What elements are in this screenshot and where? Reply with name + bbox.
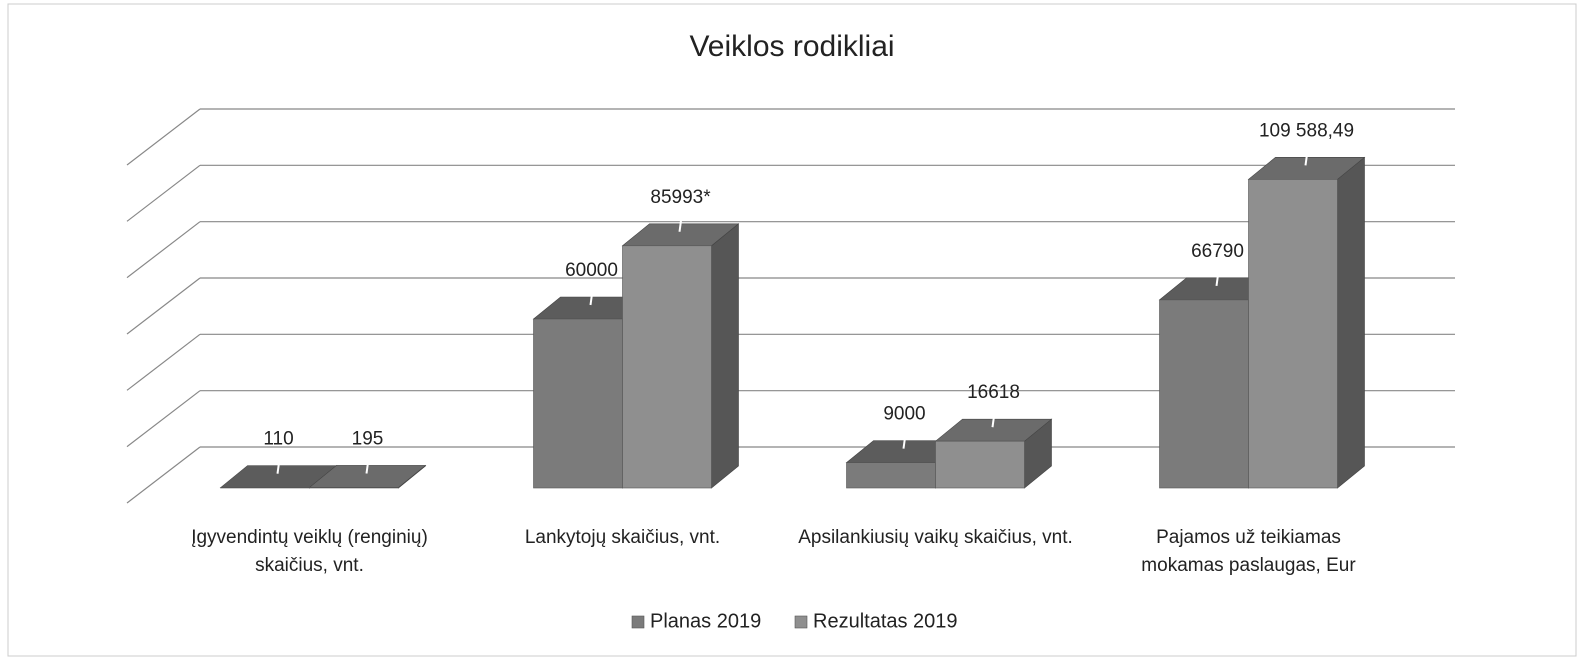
grid-line [126, 164, 201, 222]
bar-front [533, 318, 623, 489]
label-leader [1215, 263, 1221, 287]
x-tick-label: Apsilankiusių vaikų skaičius, vnt. [798, 527, 1073, 548]
grid-line [126, 333, 201, 391]
label-leader [276, 451, 282, 474]
bar [621, 223, 740, 489]
chart-border [7, 3, 1577, 657]
label-leader [1304, 143, 1310, 166]
grid-line [126, 221, 201, 279]
bar-front [1159, 299, 1249, 489]
grid-line [126, 108, 201, 166]
label-leader [902, 426, 908, 449]
legend-label: Planas 2019 [650, 610, 761, 632]
value-label: 16618 [967, 382, 1020, 403]
value-label: 60000 [565, 260, 618, 281]
bar-side [1337, 156, 1365, 489]
bar-front [935, 440, 1025, 489]
bar-front [1248, 179, 1338, 489]
value-label: 85993* [650, 187, 711, 208]
x-tick-label: Pajamos už teikiamas mokamas paslaugas, … [1141, 527, 1356, 576]
legend-swatch [631, 615, 645, 629]
chart-title: Veiklos rodikliai [689, 30, 894, 63]
bar [308, 464, 427, 489]
label-leader [365, 451, 371, 474]
grid-line [126, 390, 201, 448]
value-label: 195 [352, 428, 384, 449]
label-leader [589, 282, 595, 306]
x-tick-label: Lankytojų skaičius, vnt. [524, 527, 721, 548]
label-leader [678, 209, 684, 232]
bar-side [711, 223, 739, 489]
bar-front [846, 462, 936, 489]
value-label: 109 588,49 [1259, 120, 1354, 141]
label-leader [991, 405, 997, 428]
legend-swatch [794, 615, 808, 629]
x-tick-label: Įgyvendintų veiklų (renginių) skaičius, … [191, 527, 428, 576]
value-label: 110 [263, 429, 293, 450]
grid-line [126, 277, 201, 335]
value-label: 9000 [883, 404, 925, 425]
legend-label: Rezultatas 2019 [813, 610, 958, 632]
bar-front [309, 487, 399, 489]
bar [934, 418, 1053, 489]
bar [1247, 156, 1366, 489]
bar-front [622, 245, 712, 489]
value-label: 66790 [1191, 241, 1244, 262]
grid-line [126, 446, 201, 504]
